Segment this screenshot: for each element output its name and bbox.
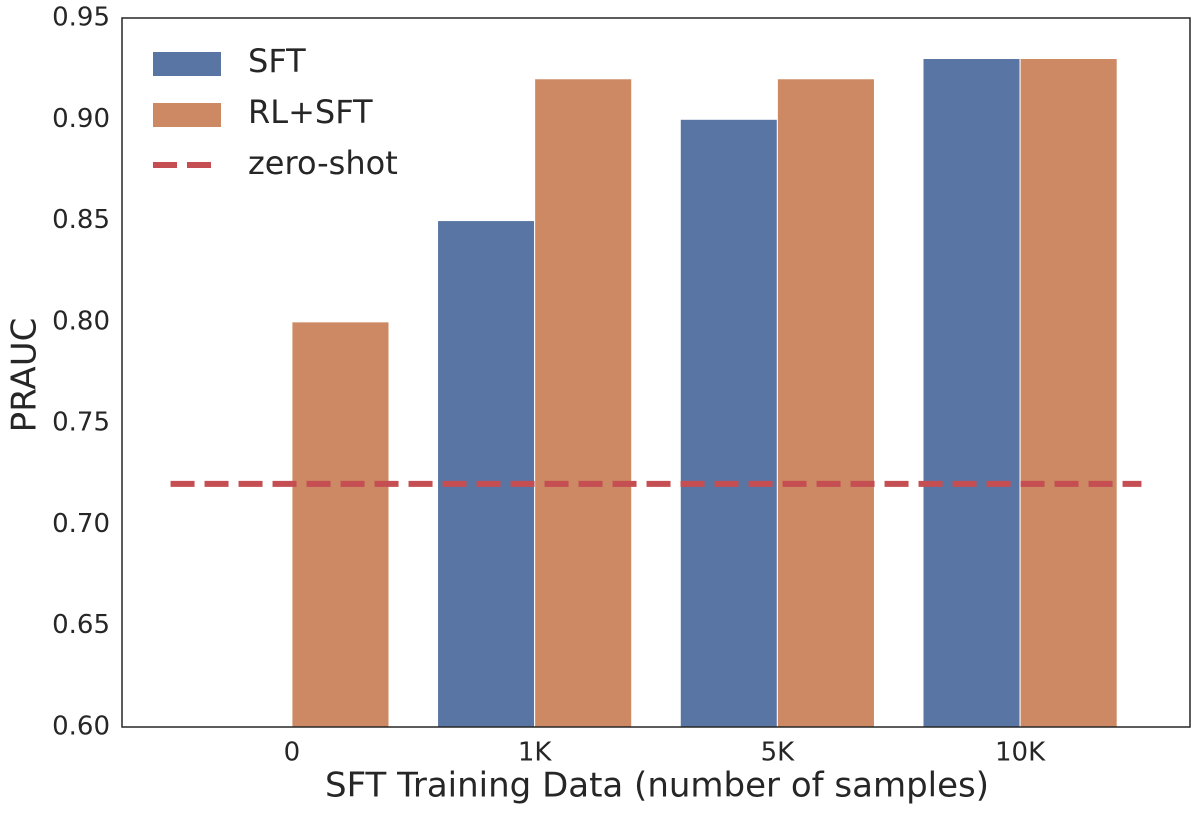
x-tick-label: 0 [284, 738, 301, 768]
y-tick-label: 0.90 [52, 104, 110, 134]
y-tick-label: 0.80 [52, 306, 110, 336]
y-tick-label: 0.75 [52, 408, 110, 438]
legend-swatch [153, 52, 221, 76]
legend-swatch [153, 103, 221, 127]
bar [1019, 58, 1118, 728]
plot-frame [121, 17, 1191, 728]
y-tick-label: 0.95 [52, 3, 110, 33]
bar [922, 58, 1021, 728]
x-tick-label: 1K [518, 738, 553, 768]
legend-label: RL+SFT [248, 93, 373, 131]
bar [534, 78, 633, 728]
legend-label: zero-shot [248, 144, 398, 182]
y-tick-label: 0.60 [52, 712, 110, 742]
x-axis-label: SFT Training Data (number of samples) [325, 766, 989, 806]
y-tick-label: 0.65 [52, 610, 110, 640]
x-tick-label: 5K [761, 738, 796, 768]
bar [776, 78, 875, 728]
bar [437, 220, 536, 728]
bar [679, 118, 778, 728]
x-tick-label: 10K [995, 738, 1046, 768]
y-axis-label: PRAUC [5, 318, 45, 433]
y-tick-label: 0.70 [52, 509, 110, 539]
y-tick-label: 0.85 [52, 205, 110, 235]
legend-label: SFT [248, 42, 306, 80]
bar [291, 321, 390, 728]
